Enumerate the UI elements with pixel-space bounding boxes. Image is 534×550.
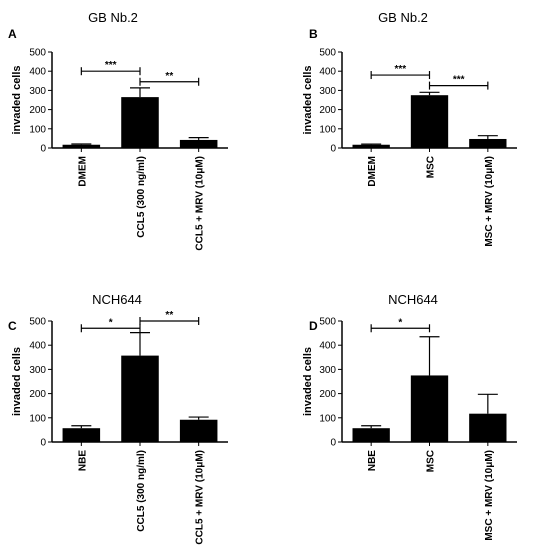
significance-label: ***	[453, 75, 465, 86]
y-tick-label: 300	[29, 86, 46, 97]
y-tick-label: 200	[319, 389, 336, 400]
y-tick-label: 500	[29, 48, 46, 59]
bar	[410, 95, 449, 148]
y-tick-label: 500	[319, 48, 336, 59]
y-tick-label: 0	[40, 438, 46, 449]
significance-label: **	[165, 310, 173, 321]
y-tick-label: 300	[29, 365, 46, 376]
x-tick-label: CCL5 (300 ng/ml)	[136, 450, 147, 532]
bar	[352, 428, 390, 442]
y-tick-label: 0	[330, 144, 336, 155]
bar	[62, 144, 101, 148]
y-axis-label: invaded cells	[302, 65, 314, 134]
bar	[469, 138, 507, 148]
y-tick-label: 0	[40, 144, 46, 155]
y-tick-label: 400	[319, 341, 336, 352]
y-tick-label: 400	[319, 67, 336, 78]
panel-letter: C	[8, 319, 17, 333]
y-tick-label: 0	[330, 438, 336, 449]
bar	[121, 355, 159, 442]
bar	[179, 419, 218, 442]
y-tick-label: 200	[29, 105, 46, 116]
bar	[62, 428, 101, 442]
chart-title: NCH644	[388, 292, 438, 307]
x-tick-label: CCL5 + MRV (10μM)	[195, 450, 206, 545]
x-tick-label: DMEM	[367, 156, 378, 187]
significance-label: **	[165, 71, 173, 82]
y-tick-label: 100	[319, 413, 336, 424]
x-tick-label: DMEM	[77, 156, 88, 187]
panel-letter: D	[309, 319, 318, 333]
bar	[352, 144, 390, 148]
y-tick-label: 100	[29, 124, 46, 135]
panel-d: D NCH644 0 100 200 300 400 500 invaded cells NBE M…	[302, 292, 517, 541]
chart-title: GB Nb.2	[88, 10, 138, 25]
y-tick-label: 400	[29, 67, 46, 78]
y-tick-label: 300	[319, 86, 336, 97]
significance-label: *	[398, 317, 402, 328]
y-tick-label: 200	[319, 105, 336, 116]
panel-c: C NCH644 0 100 200 300 400 500 invaded cells NBE C…	[8, 292, 228, 545]
y-axis-label: invaded cells	[302, 347, 314, 416]
y-tick-label: 400	[29, 341, 46, 352]
x-tick-label: MSC	[426, 450, 437, 472]
y-axis-label: invaded cells	[11, 347, 23, 416]
panel-letter: B	[309, 27, 318, 41]
chart-title: NCH644	[92, 292, 142, 307]
panel-b: B GB Nb.2 0 100 200 300 400 500 invaded cells DME…	[302, 10, 517, 247]
x-tick-label: MSC + MRV (10μM)	[484, 450, 495, 541]
y-axis-label: invaded cells	[11, 65, 23, 134]
y-tick-label: 500	[29, 317, 46, 328]
chart-title: GB Nb.2	[378, 10, 428, 25]
bar	[469, 413, 507, 442]
x-tick-label: NBE	[367, 450, 378, 471]
significance-label: ***	[394, 64, 406, 75]
y-tick-label: 300	[319, 365, 336, 376]
x-tick-label: MSC + MRV (10μM)	[484, 156, 495, 247]
bar	[410, 375, 449, 442]
panel-letter: A	[8, 27, 17, 41]
y-tick-label: 200	[29, 389, 46, 400]
x-tick-label: CCL5 (300 ng/ml)	[136, 156, 147, 238]
x-tick-label: CCL5 + MRV (10μM)	[195, 156, 206, 251]
x-tick-label: NBE	[77, 450, 88, 471]
panel-a: A GB Nb.2 0 100 200 300 400 500 invaded cells DME…	[8, 10, 228, 251]
significance-label: *	[109, 317, 113, 328]
y-tick-label: 100	[29, 413, 46, 424]
x-tick-label: MSC	[426, 156, 437, 178]
bar	[179, 139, 218, 148]
y-tick-label: 100	[319, 124, 336, 135]
bar	[121, 97, 159, 148]
significance-label: ***	[105, 60, 117, 71]
y-tick-label: 500	[319, 317, 336, 328]
